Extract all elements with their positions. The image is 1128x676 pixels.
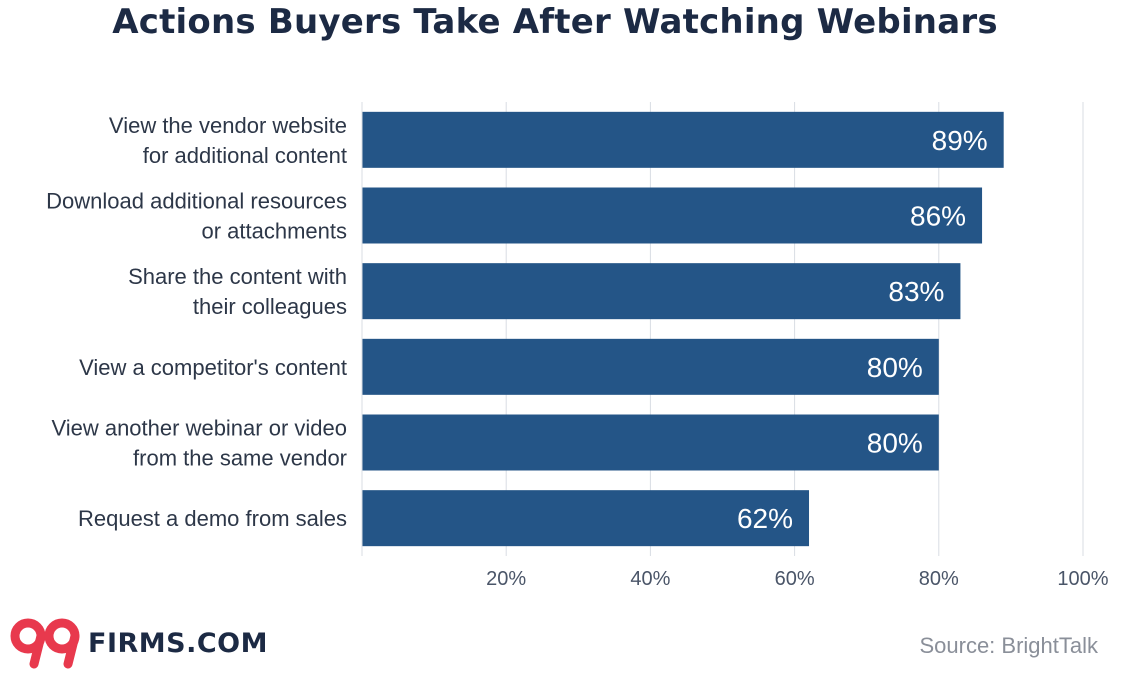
chart-title: Actions Buyers Take After Watching Webin… xyxy=(112,2,998,42)
category-label-3-line-2: their colleagues xyxy=(193,294,347,319)
category-label-2-line-1: Download additional resources xyxy=(46,189,347,214)
bar-value-label-1: 89% xyxy=(932,125,988,156)
x-tick-label-60: 60% xyxy=(775,568,815,590)
x-tick-label-20: 20% xyxy=(486,568,526,590)
category-label-5-line-1: View another webinar or video xyxy=(51,416,347,441)
bar-value-label-6: 62% xyxy=(737,503,793,534)
source-note: Source: BrightTalk xyxy=(919,633,1098,658)
x-tick-label-40: 40% xyxy=(630,568,670,590)
x-tick-label-100: 100% xyxy=(1057,568,1108,590)
bar-5 xyxy=(362,414,939,471)
category-label-5-line-2: from the same vendor xyxy=(133,446,347,471)
x-tick-label-80: 80% xyxy=(919,568,959,590)
category-label-4-line-1: View a competitor's content xyxy=(79,355,347,380)
category-label-1-line-2: for additional content xyxy=(143,143,347,168)
brand-name: FIRMS.COM xyxy=(88,628,268,659)
bar-value-label-2: 86% xyxy=(910,201,966,232)
bar-3 xyxy=(362,263,961,320)
bar-4 xyxy=(362,338,939,395)
bar-1 xyxy=(362,111,1004,168)
brand-logo-icon xyxy=(10,618,80,669)
bar-chart: 20% 40% 60% 80% 100% 89% View the vendor websi… xyxy=(46,102,1109,590)
bar-value-label-4: 80% xyxy=(867,352,923,383)
bar-2 xyxy=(362,187,983,244)
bar-6 xyxy=(362,490,810,547)
category-label-1-line-1: View the vendor website xyxy=(109,113,347,138)
category-label-6-line-1: Request a demo from sales xyxy=(78,506,347,531)
category-label-3-line-1: Share the content with xyxy=(128,264,347,289)
bar-value-label-3: 83% xyxy=(888,276,944,307)
bar-value-label-5: 80% xyxy=(867,428,923,459)
category-label-2-line-2: or attachments xyxy=(201,219,347,244)
